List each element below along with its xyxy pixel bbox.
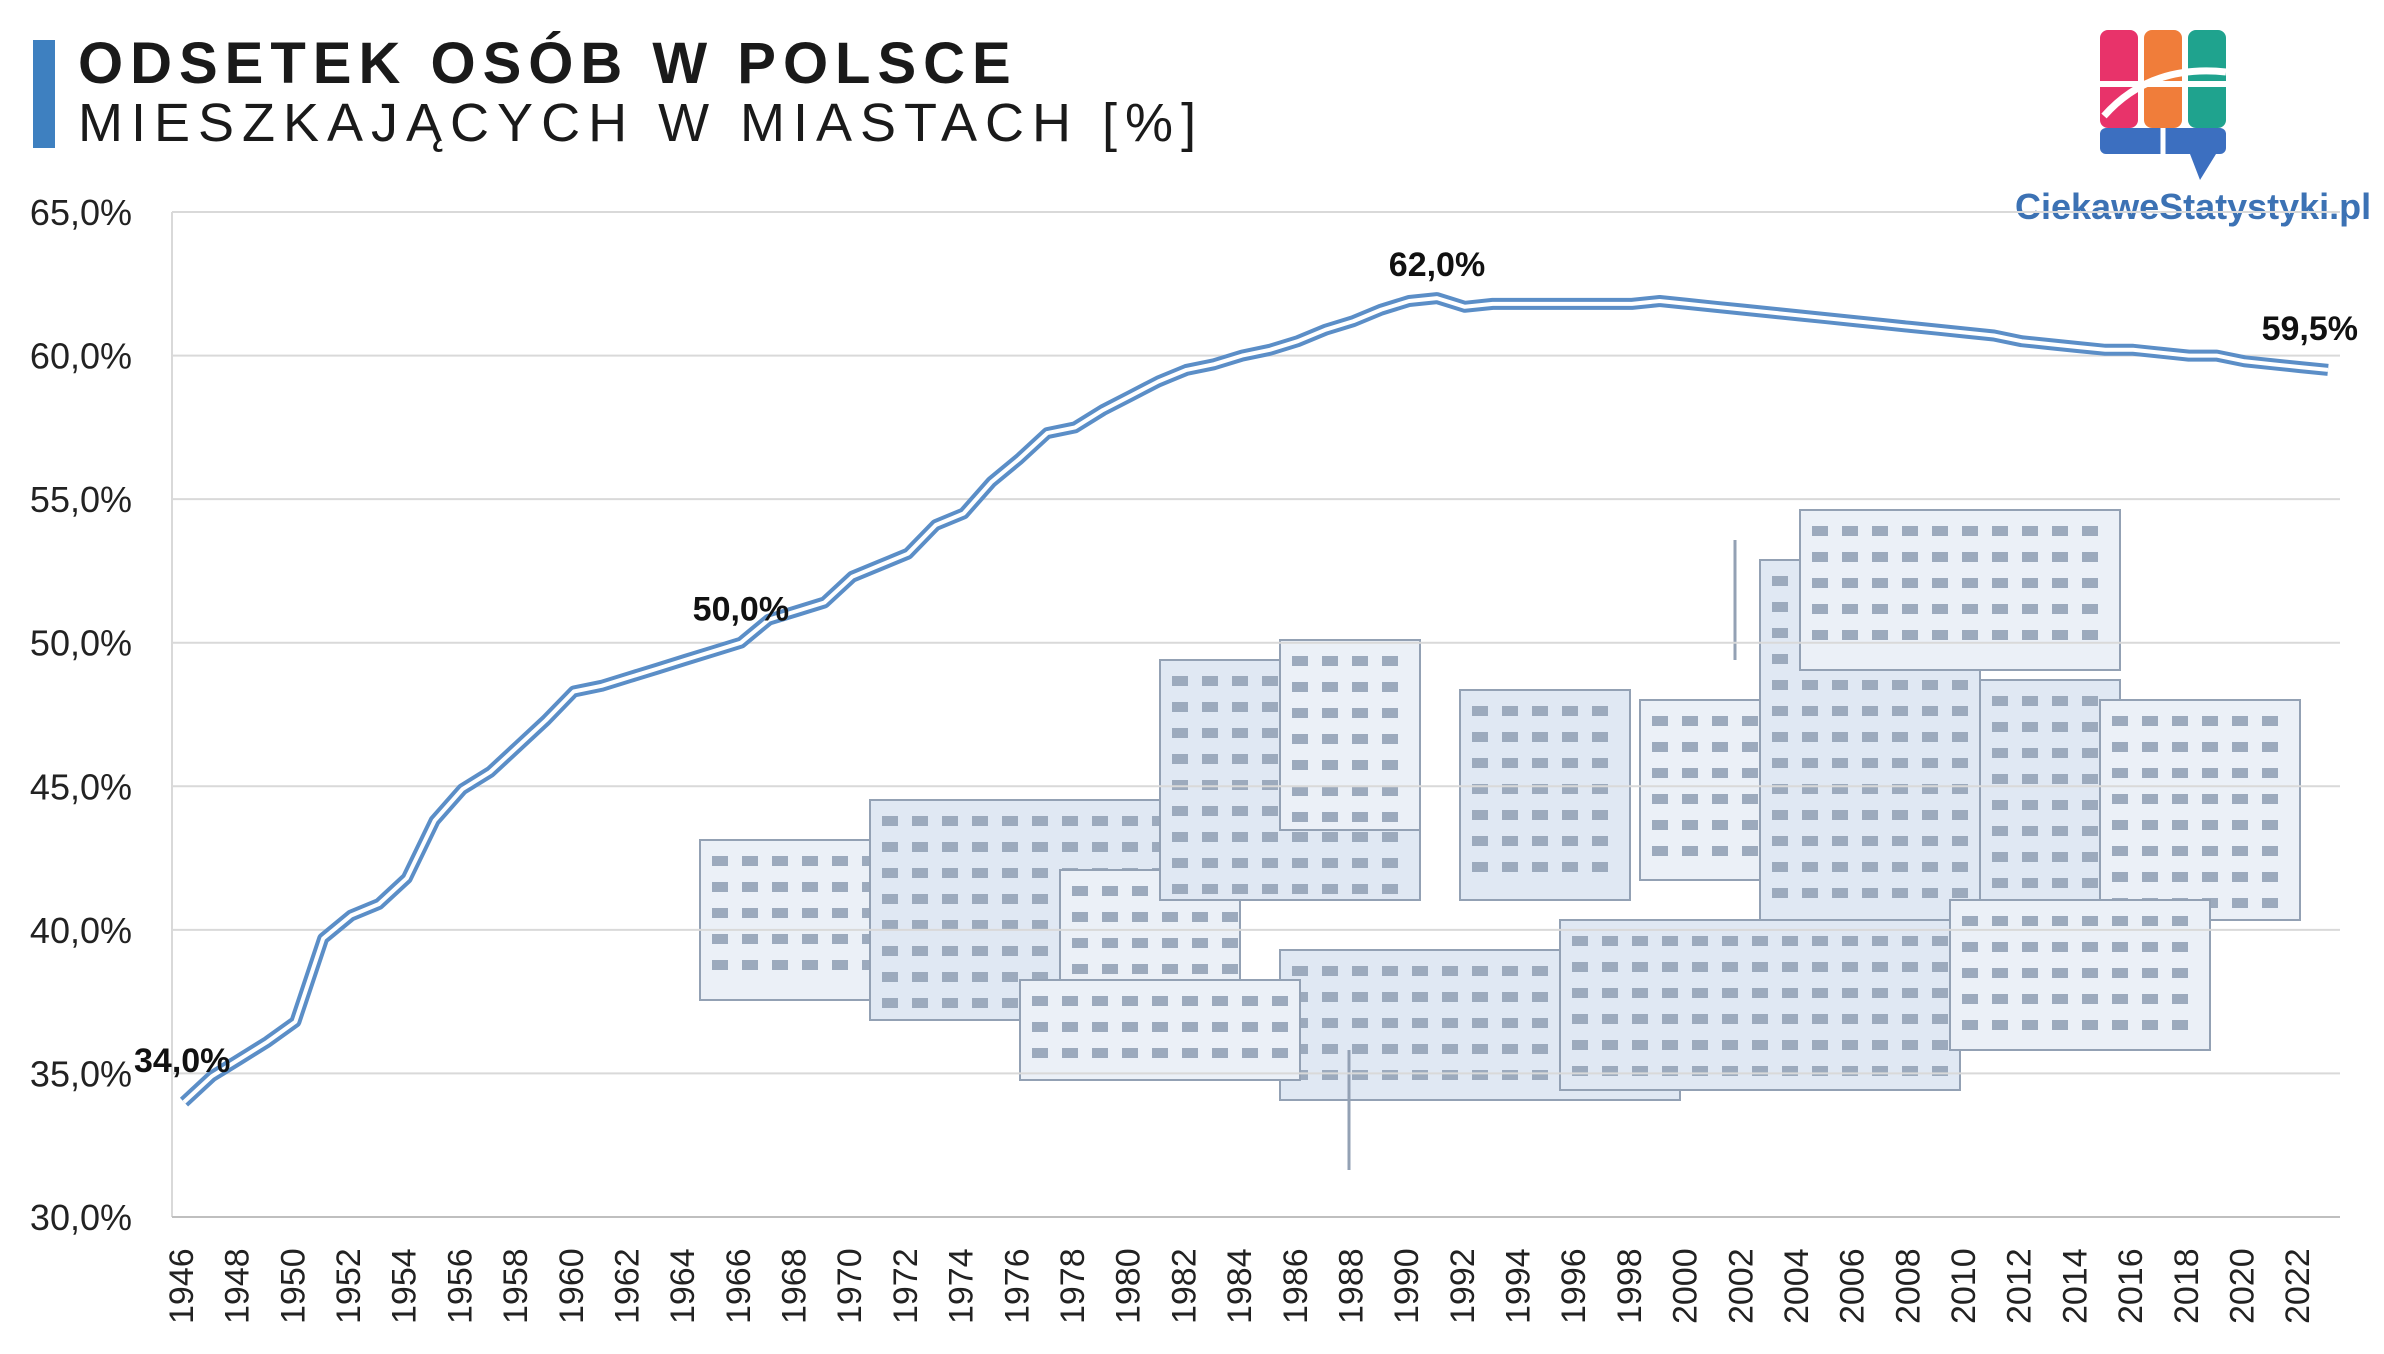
- x-tick-label: 2010: [1945, 1248, 1983, 1324]
- logo-bar-pink: [2100, 30, 2138, 128]
- x-tick-label: 1984: [1221, 1248, 1259, 1324]
- city-sketch-illustration: [699, 509, 2301, 1170]
- x-tick-label: 2004: [1778, 1248, 1816, 1324]
- sketch-building: [1279, 639, 1421, 831]
- x-tick-label: 1990: [1388, 1248, 1426, 1324]
- x-tick-label: 2016: [2112, 1248, 2150, 1324]
- sketch-building: [699, 839, 901, 1001]
- x-tick-label: 2022: [2279, 1248, 2317, 1324]
- x-tick-label: 1950: [274, 1248, 312, 1324]
- sketch-building: [1019, 979, 1301, 1081]
- x-tick-label: 1976: [998, 1248, 1036, 1324]
- x-tick-label: 1948: [219, 1248, 257, 1324]
- y-tick-label: 40,0%: [30, 910, 132, 951]
- x-tick-label: 2018: [2168, 1248, 2206, 1324]
- chart-title: ODSETEK OSÓB W POLSCE: [78, 31, 1018, 96]
- x-tick-label: 1956: [441, 1248, 479, 1324]
- x-tick-label: 1992: [1444, 1248, 1482, 1324]
- x-tick-label: 1952: [330, 1248, 368, 1324]
- logo-curve: [2101, 67, 2227, 119]
- logo-bar-teal: [2188, 30, 2226, 128]
- sketch-building: [1979, 679, 2121, 901]
- x-tick-label: 1958: [497, 1248, 535, 1324]
- x-tick-label: 2014: [2056, 1248, 2094, 1324]
- x-tick-label: 2012: [2001, 1248, 2039, 1324]
- x-tick-label: 1968: [776, 1248, 814, 1324]
- chart-series: [179, 292, 2329, 1107]
- x-tick-label: 1962: [608, 1248, 646, 1324]
- brand-logo-icon: [2100, 30, 2227, 180]
- y-tick-label: 65,0%: [30, 192, 132, 233]
- x-axis-labels: 1946 1948 1950 1952 1954 1956 1958 1960 1962 1964…: [163, 1248, 2317, 1324]
- x-tick-label: 2006: [1834, 1248, 1872, 1324]
- y-tick-label: 35,0%: [30, 1053, 132, 1094]
- y-tick-label: 60,0%: [30, 336, 132, 377]
- x-tick-label: 1996: [1555, 1248, 1593, 1324]
- x-tick-label: 1986: [1277, 1248, 1315, 1324]
- brand-name: CiekaweStatystyki.pl: [2015, 186, 2372, 227]
- sketch-building: [1459, 689, 1631, 901]
- x-tick-label: 1972: [887, 1248, 925, 1324]
- x-tick-label: 1982: [1165, 1248, 1203, 1324]
- x-tick-label: 1970: [831, 1248, 869, 1324]
- x-tick-label: 1966: [720, 1248, 758, 1324]
- title-accent-bar: [33, 40, 55, 148]
- sketch-building: [1949, 899, 2211, 1051]
- x-tick-label: 1980: [1110, 1248, 1148, 1324]
- x-tick-label: 2008: [1889, 1248, 1927, 1324]
- data-label: 34,0%: [134, 1042, 230, 1080]
- y-axis-labels: 30,0% 35,0% 40,0% 45,0% 50,0% 55,0% 60,0% 65,0%: [30, 192, 132, 1238]
- chart-subtitle: MIESZKAJĄCYCH W MIASTACH [%]: [78, 93, 1205, 153]
- x-tick-label: 1960: [553, 1248, 591, 1324]
- logo-pointer: [2190, 154, 2216, 180]
- sketch-building: [1799, 509, 2121, 671]
- sketch-building: [1559, 919, 1961, 1091]
- y-tick-label: 50,0%: [30, 623, 132, 664]
- x-tick-label: 2002: [1722, 1248, 1760, 1324]
- x-tick-label: 1964: [664, 1248, 702, 1324]
- series-line-inner: [182, 296, 2329, 1104]
- x-tick-label: 1946: [163, 1248, 201, 1324]
- data-label: 62,0%: [1389, 246, 1485, 284]
- chart-annotations: 34,0% 50,0% 62,0% 59,5%: [134, 246, 2358, 1080]
- x-tick-label: 2020: [2223, 1248, 2261, 1324]
- chart-gridlines: [171, 211, 2340, 1218]
- sketch-building: [2099, 699, 2301, 921]
- x-tick-label: 1998: [1611, 1248, 1649, 1324]
- y-tick-label: 30,0%: [30, 1197, 132, 1238]
- data-label: 59,5%: [2262, 310, 2358, 348]
- x-tick-label: 2000: [1667, 1248, 1705, 1324]
- data-label: 50,0%: [693, 591, 789, 629]
- x-tick-label: 1994: [1500, 1248, 1538, 1324]
- x-tick-label: 1974: [943, 1248, 981, 1324]
- x-tick-label: 1954: [386, 1248, 424, 1324]
- x-tick-label: 1978: [1054, 1248, 1092, 1324]
- y-tick-label: 45,0%: [30, 766, 132, 807]
- x-tick-label: 1988: [1332, 1248, 1370, 1324]
- y-tick-label: 55,0%: [30, 479, 132, 520]
